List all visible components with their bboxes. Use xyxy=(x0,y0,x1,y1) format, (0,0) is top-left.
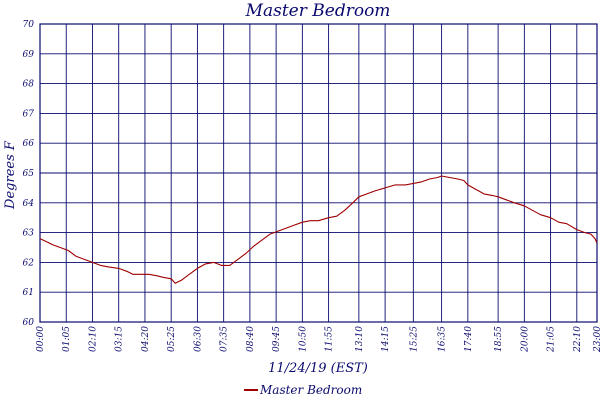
x-tick-label: 01:05 xyxy=(62,326,72,352)
y-tick-label: 63 xyxy=(23,229,35,239)
y-tick-label: 62 xyxy=(23,258,35,268)
grid-lines xyxy=(39,23,598,323)
x-tick-label: 20:00 xyxy=(520,326,530,353)
x-tick-label: 08:40 xyxy=(246,326,256,352)
x-tick-label: 09:45 xyxy=(272,326,282,352)
y-tick-label: 65 xyxy=(23,169,35,179)
series-line-master-bedroom xyxy=(39,175,598,284)
x-tick-label: 07:35 xyxy=(220,326,230,352)
x-tick-label: 17:40 xyxy=(464,326,474,352)
x-axis-ticks: 00:00 01:05 02:10 03:15 04:20 05:25 06:30 07:35… xyxy=(36,326,600,353)
x-tick-label: 05:25 xyxy=(167,326,177,352)
y-tick-label: 60 xyxy=(23,318,35,328)
x-tick-label: 15:25 xyxy=(409,326,419,352)
x-tick-label: 04:20 xyxy=(141,326,151,352)
x-axis-label: 11/24/19 (EST) xyxy=(268,361,368,376)
x-tick-label: 21:05 xyxy=(547,326,557,353)
series-group xyxy=(39,175,598,284)
y-tick-label: 70 xyxy=(23,20,35,30)
x-tick-label: 00:00 xyxy=(36,326,46,352)
x-tick-label: 10:50 xyxy=(298,326,308,352)
y-tick-label: 64 xyxy=(23,199,35,209)
y-axis-label: Degrees F xyxy=(3,140,18,210)
x-tick-label: 18:55 xyxy=(494,326,504,352)
x-tick-label: 22:10 xyxy=(573,326,583,353)
x-tick-label: 16:35 xyxy=(438,326,448,352)
x-tick-label: 13:10 xyxy=(355,326,365,352)
legend: Master Bedroom xyxy=(244,383,362,397)
y-tick-label: 68 xyxy=(23,80,35,90)
y-tick-label: 67 xyxy=(23,109,35,119)
x-tick-label: 06:30 xyxy=(193,326,203,352)
x-tick-label: 02:10 xyxy=(88,326,98,352)
x-tick-label: 11:55 xyxy=(325,326,335,352)
y-tick-label: 61 xyxy=(23,288,34,298)
y-tick-label: 66 xyxy=(23,139,35,149)
x-tick-label: 14:15 xyxy=(381,326,391,352)
x-tick-label: 23:00 xyxy=(593,326,600,353)
y-tick-label: 69 xyxy=(23,50,35,60)
x-tick-label: 03:15 xyxy=(115,326,125,352)
chart-title: Master Bedroom xyxy=(245,1,391,21)
y-axis-ticks: 60 61 62 63 64 65 66 67 68 69 70 xyxy=(23,20,35,328)
legend-label: Master Bedroom xyxy=(259,383,362,397)
plot-frame xyxy=(39,23,598,323)
